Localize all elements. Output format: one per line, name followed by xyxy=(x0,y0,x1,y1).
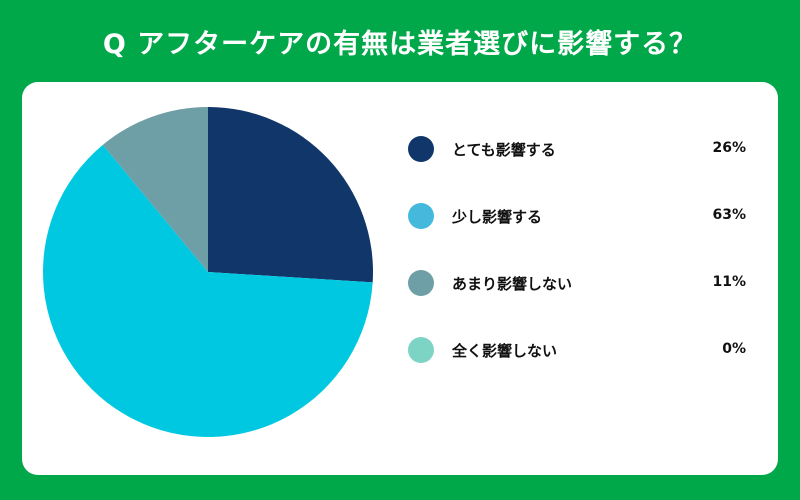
legend-value: 11% xyxy=(712,274,746,290)
pie-slice-2 xyxy=(102,107,208,272)
pie-slice-1 xyxy=(42,144,373,438)
legend-item: とても影響する 26% xyxy=(408,134,746,164)
legend-value: 63% xyxy=(712,207,746,223)
legend-value: 0% xyxy=(722,341,746,357)
pie-slice-0 xyxy=(208,107,373,283)
chart-title: Q アフターケアの有無は業者選びに影響する？ xyxy=(102,29,698,60)
legend-label: 全く影響しない xyxy=(452,342,558,360)
legend-item: 少し影響する 63% xyxy=(408,201,746,231)
legend-label: あまり影響しない xyxy=(452,275,573,293)
legend-label: 少し影響する xyxy=(452,208,543,226)
legend-swatch xyxy=(408,203,434,229)
legend-item: 全く影響しない 0% xyxy=(408,335,746,365)
legend-label: とても影響する xyxy=(452,141,556,159)
legend-swatch xyxy=(408,136,434,162)
legend-value: 26% xyxy=(712,140,746,156)
legend-swatch xyxy=(408,270,434,296)
legend-item: あまり影響しない 11% xyxy=(408,268,746,298)
legend-swatch xyxy=(408,337,434,363)
